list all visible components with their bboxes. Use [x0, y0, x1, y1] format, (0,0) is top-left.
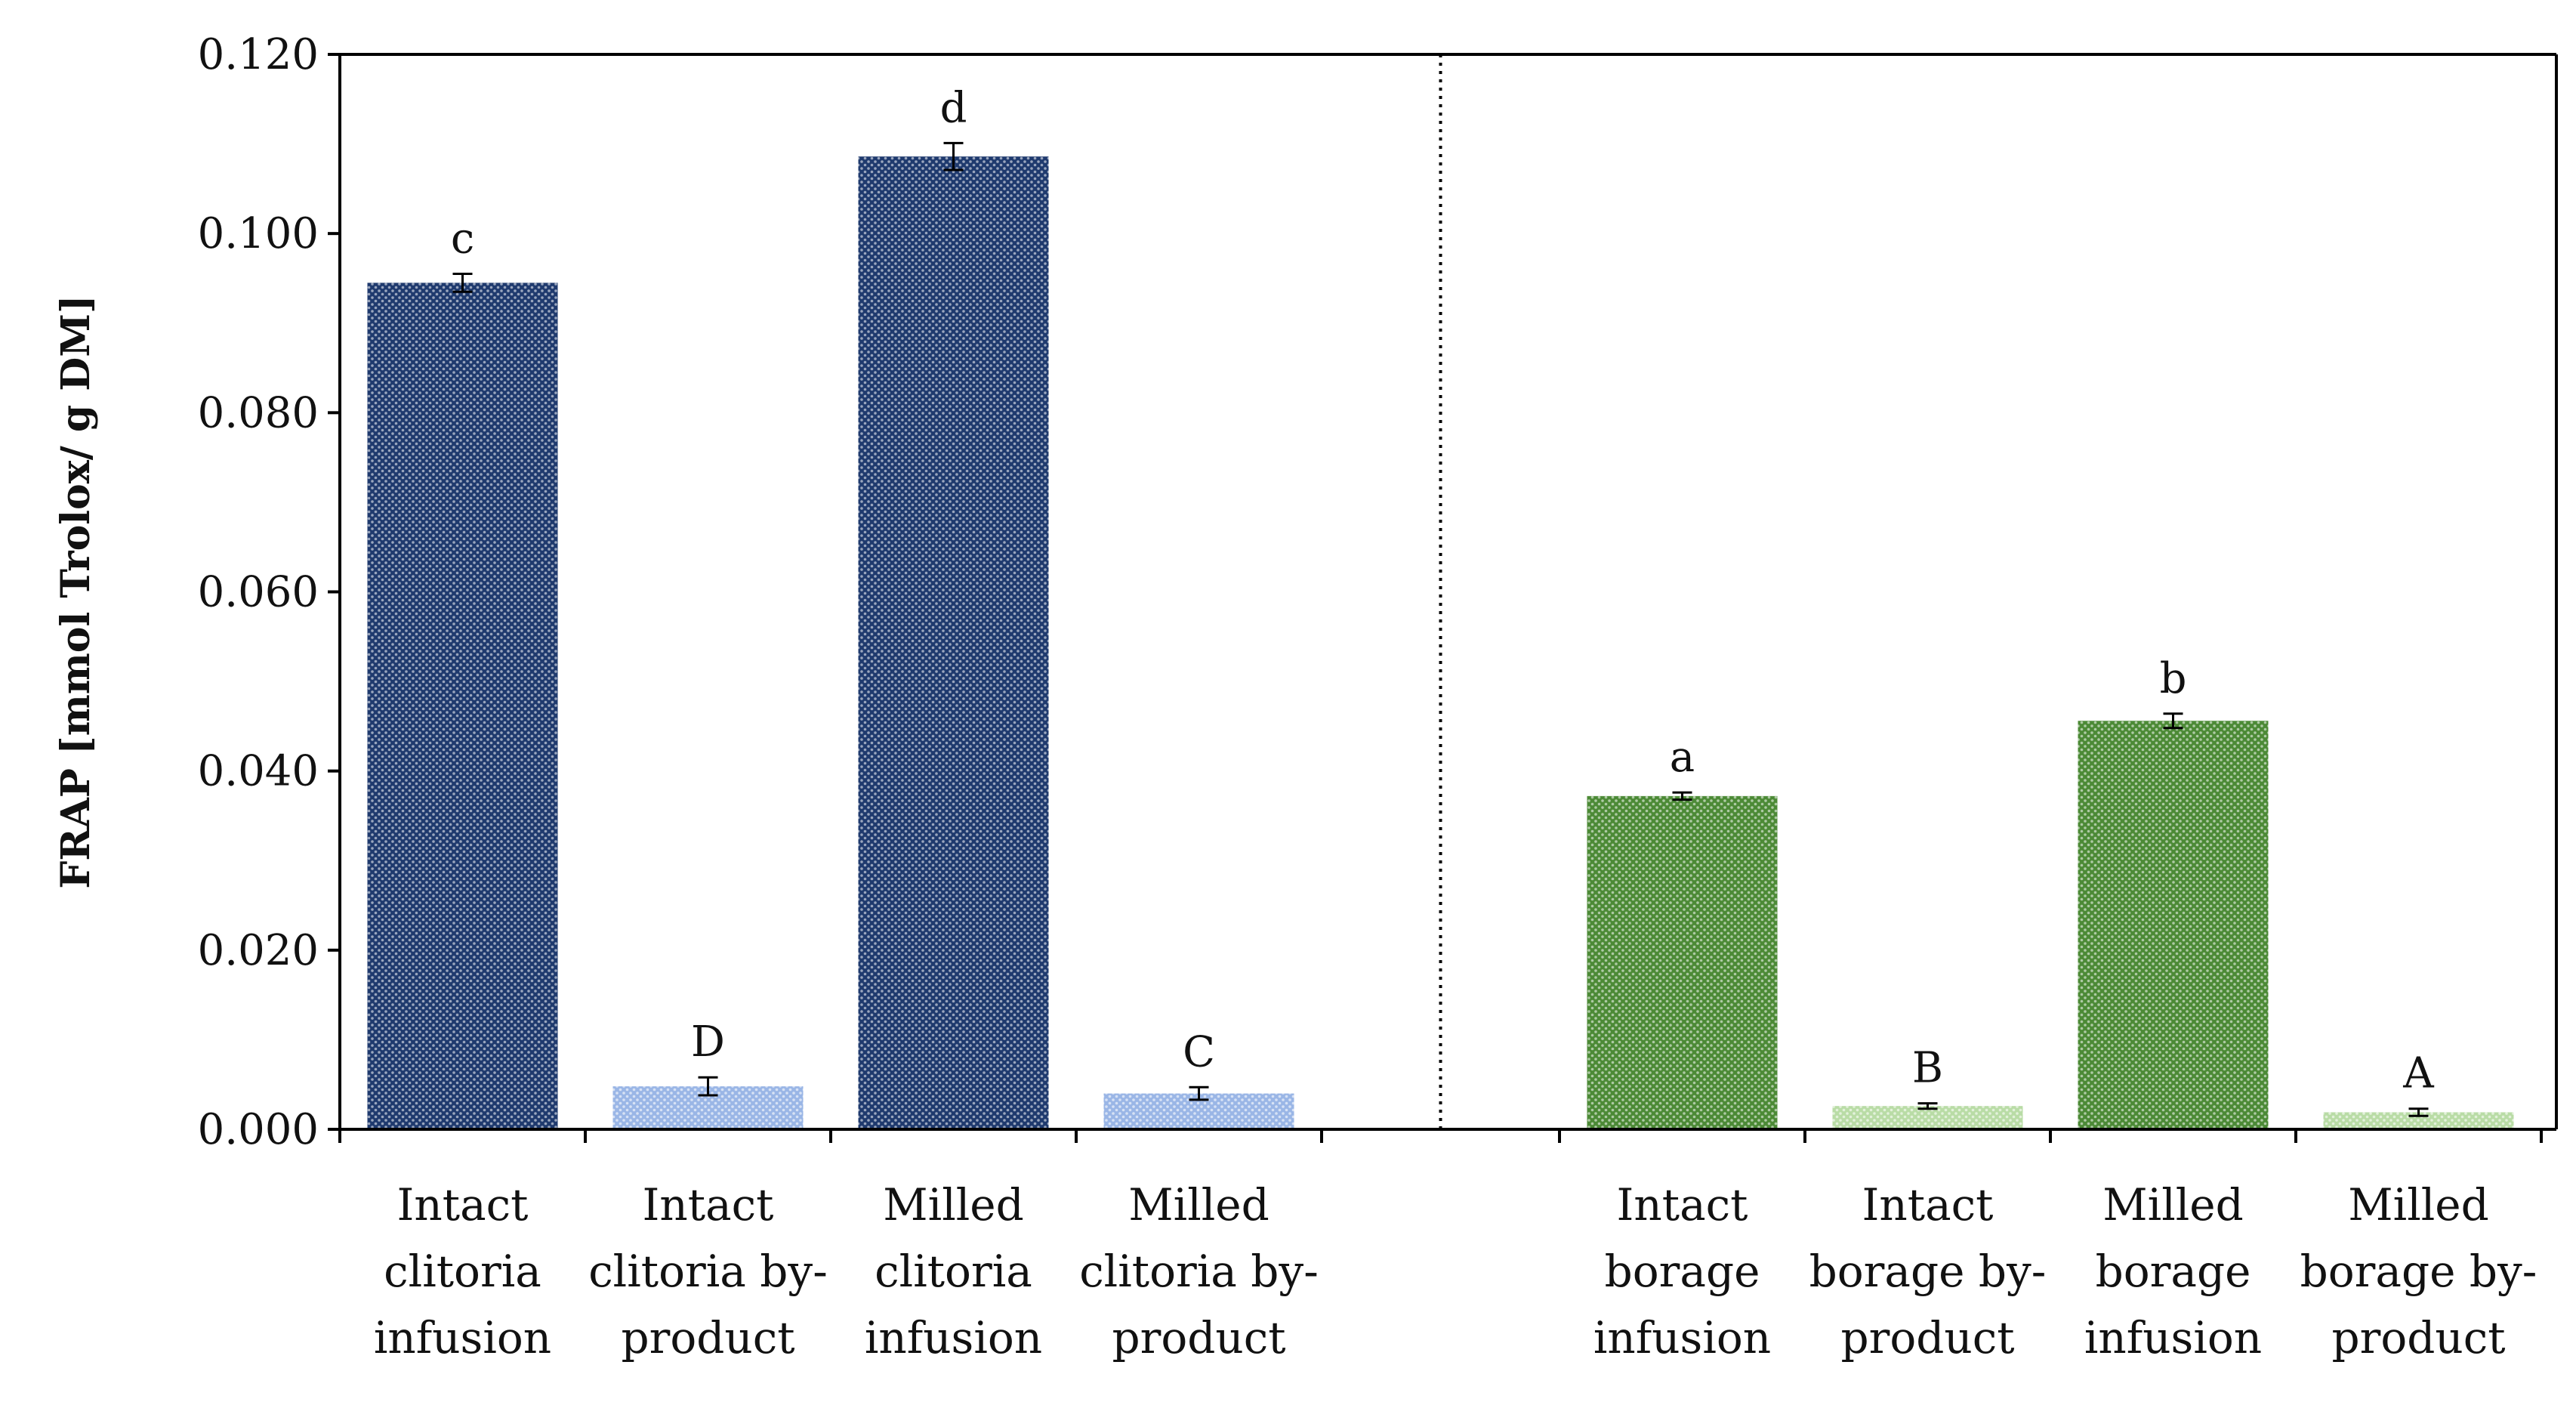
- y-tick-label: 0.100: [198, 209, 319, 258]
- bar-texture: [2078, 721, 2269, 1129]
- significance-label: A: [2402, 1049, 2434, 1098]
- x-tick-label: Milled: [2102, 1179, 2244, 1231]
- y-tick-label: 0.080: [198, 388, 319, 437]
- significance-label: b: [2160, 654, 2187, 703]
- x-tick-label: product: [2331, 1312, 2505, 1363]
- x-tick-label: infusion: [374, 1312, 551, 1363]
- x-tick-label: clitoria by-: [588, 1246, 828, 1297]
- x-tick-label: product: [1840, 1312, 2014, 1363]
- x-tick-label: Milled: [883, 1179, 1024, 1231]
- x-tick-label: clitoria by-: [1079, 1246, 1319, 1297]
- y-tick-label: 0.060: [198, 568, 319, 617]
- x-tick-label: infusion: [1593, 1312, 1771, 1363]
- significance-label: C: [1183, 1027, 1215, 1076]
- bar-texture: [1587, 795, 1778, 1129]
- x-tick-label: Milled: [2348, 1179, 2489, 1231]
- y-tick-label: 0.040: [198, 747, 319, 796]
- x-tick-label: product: [621, 1312, 794, 1363]
- bar-texture: [858, 156, 1049, 1129]
- significance-label: d: [940, 83, 967, 132]
- y-tick-label: 0.120: [198, 30, 319, 79]
- x-tick-label: Intact: [643, 1179, 774, 1231]
- significance-label: c: [451, 215, 474, 264]
- x-tick-label: Intact: [1862, 1179, 1994, 1231]
- x-tick-label: borage by-: [2300, 1246, 2537, 1297]
- y-tick-label: 0.000: [198, 1105, 319, 1154]
- x-tick-label: Milled: [1128, 1179, 1269, 1231]
- x-tick-label: infusion: [2084, 1312, 2262, 1363]
- bar-texture: [1832, 1106, 2023, 1129]
- axes-layer: [328, 53, 2558, 1143]
- x-tick-label: borage by-: [1809, 1246, 2047, 1297]
- bar-texture: [2323, 1112, 2514, 1129]
- x-tick-label: Intact: [1617, 1179, 1748, 1231]
- bars-layer: [367, 141, 2514, 1130]
- significance-label: D: [691, 1018, 725, 1067]
- x-tick-label: infusion: [865, 1312, 1042, 1363]
- significance-label: B: [1912, 1044, 1943, 1093]
- y-axis-title: FRAP [mmol Trolox/ g DM]: [53, 295, 99, 888]
- y-tick-label: 0.020: [198, 926, 319, 975]
- x-tick-label: clitoria: [384, 1246, 541, 1297]
- significance-label: a: [1670, 733, 1695, 782]
- labels-layer: 0.000 0.020 0.040 0.060 0.080 0.100 0.120 FRAP …: [53, 30, 2537, 1363]
- x-tick-label: product: [1112, 1312, 1285, 1363]
- bar-texture: [367, 283, 558, 1130]
- x-tick-label: clitoria: [875, 1246, 1032, 1297]
- x-tick-label: borage: [2096, 1246, 2251, 1297]
- x-tick-label: borage: [1605, 1246, 1760, 1297]
- x-tick-label: Intact: [397, 1179, 529, 1231]
